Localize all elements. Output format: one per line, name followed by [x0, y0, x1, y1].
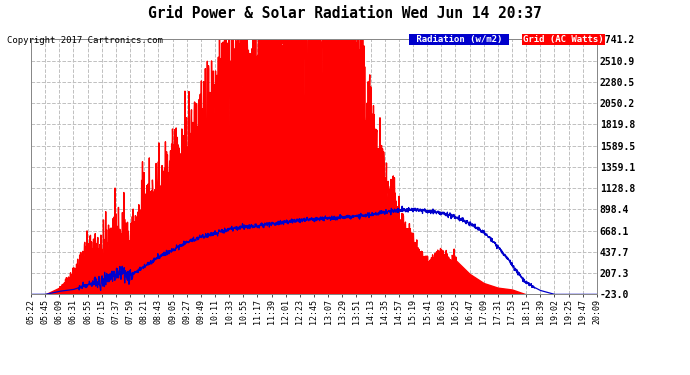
- Text: Grid (AC Watts): Grid (AC Watts): [523, 35, 604, 44]
- Text: Copyright 2017 Cartronics.com: Copyright 2017 Cartronics.com: [7, 36, 163, 45]
- Text: Radiation (w/m2): Radiation (w/m2): [411, 35, 507, 44]
- Text: Grid Power & Solar Radiation Wed Jun 14 20:37: Grid Power & Solar Radiation Wed Jun 14 …: [148, 6, 542, 21]
